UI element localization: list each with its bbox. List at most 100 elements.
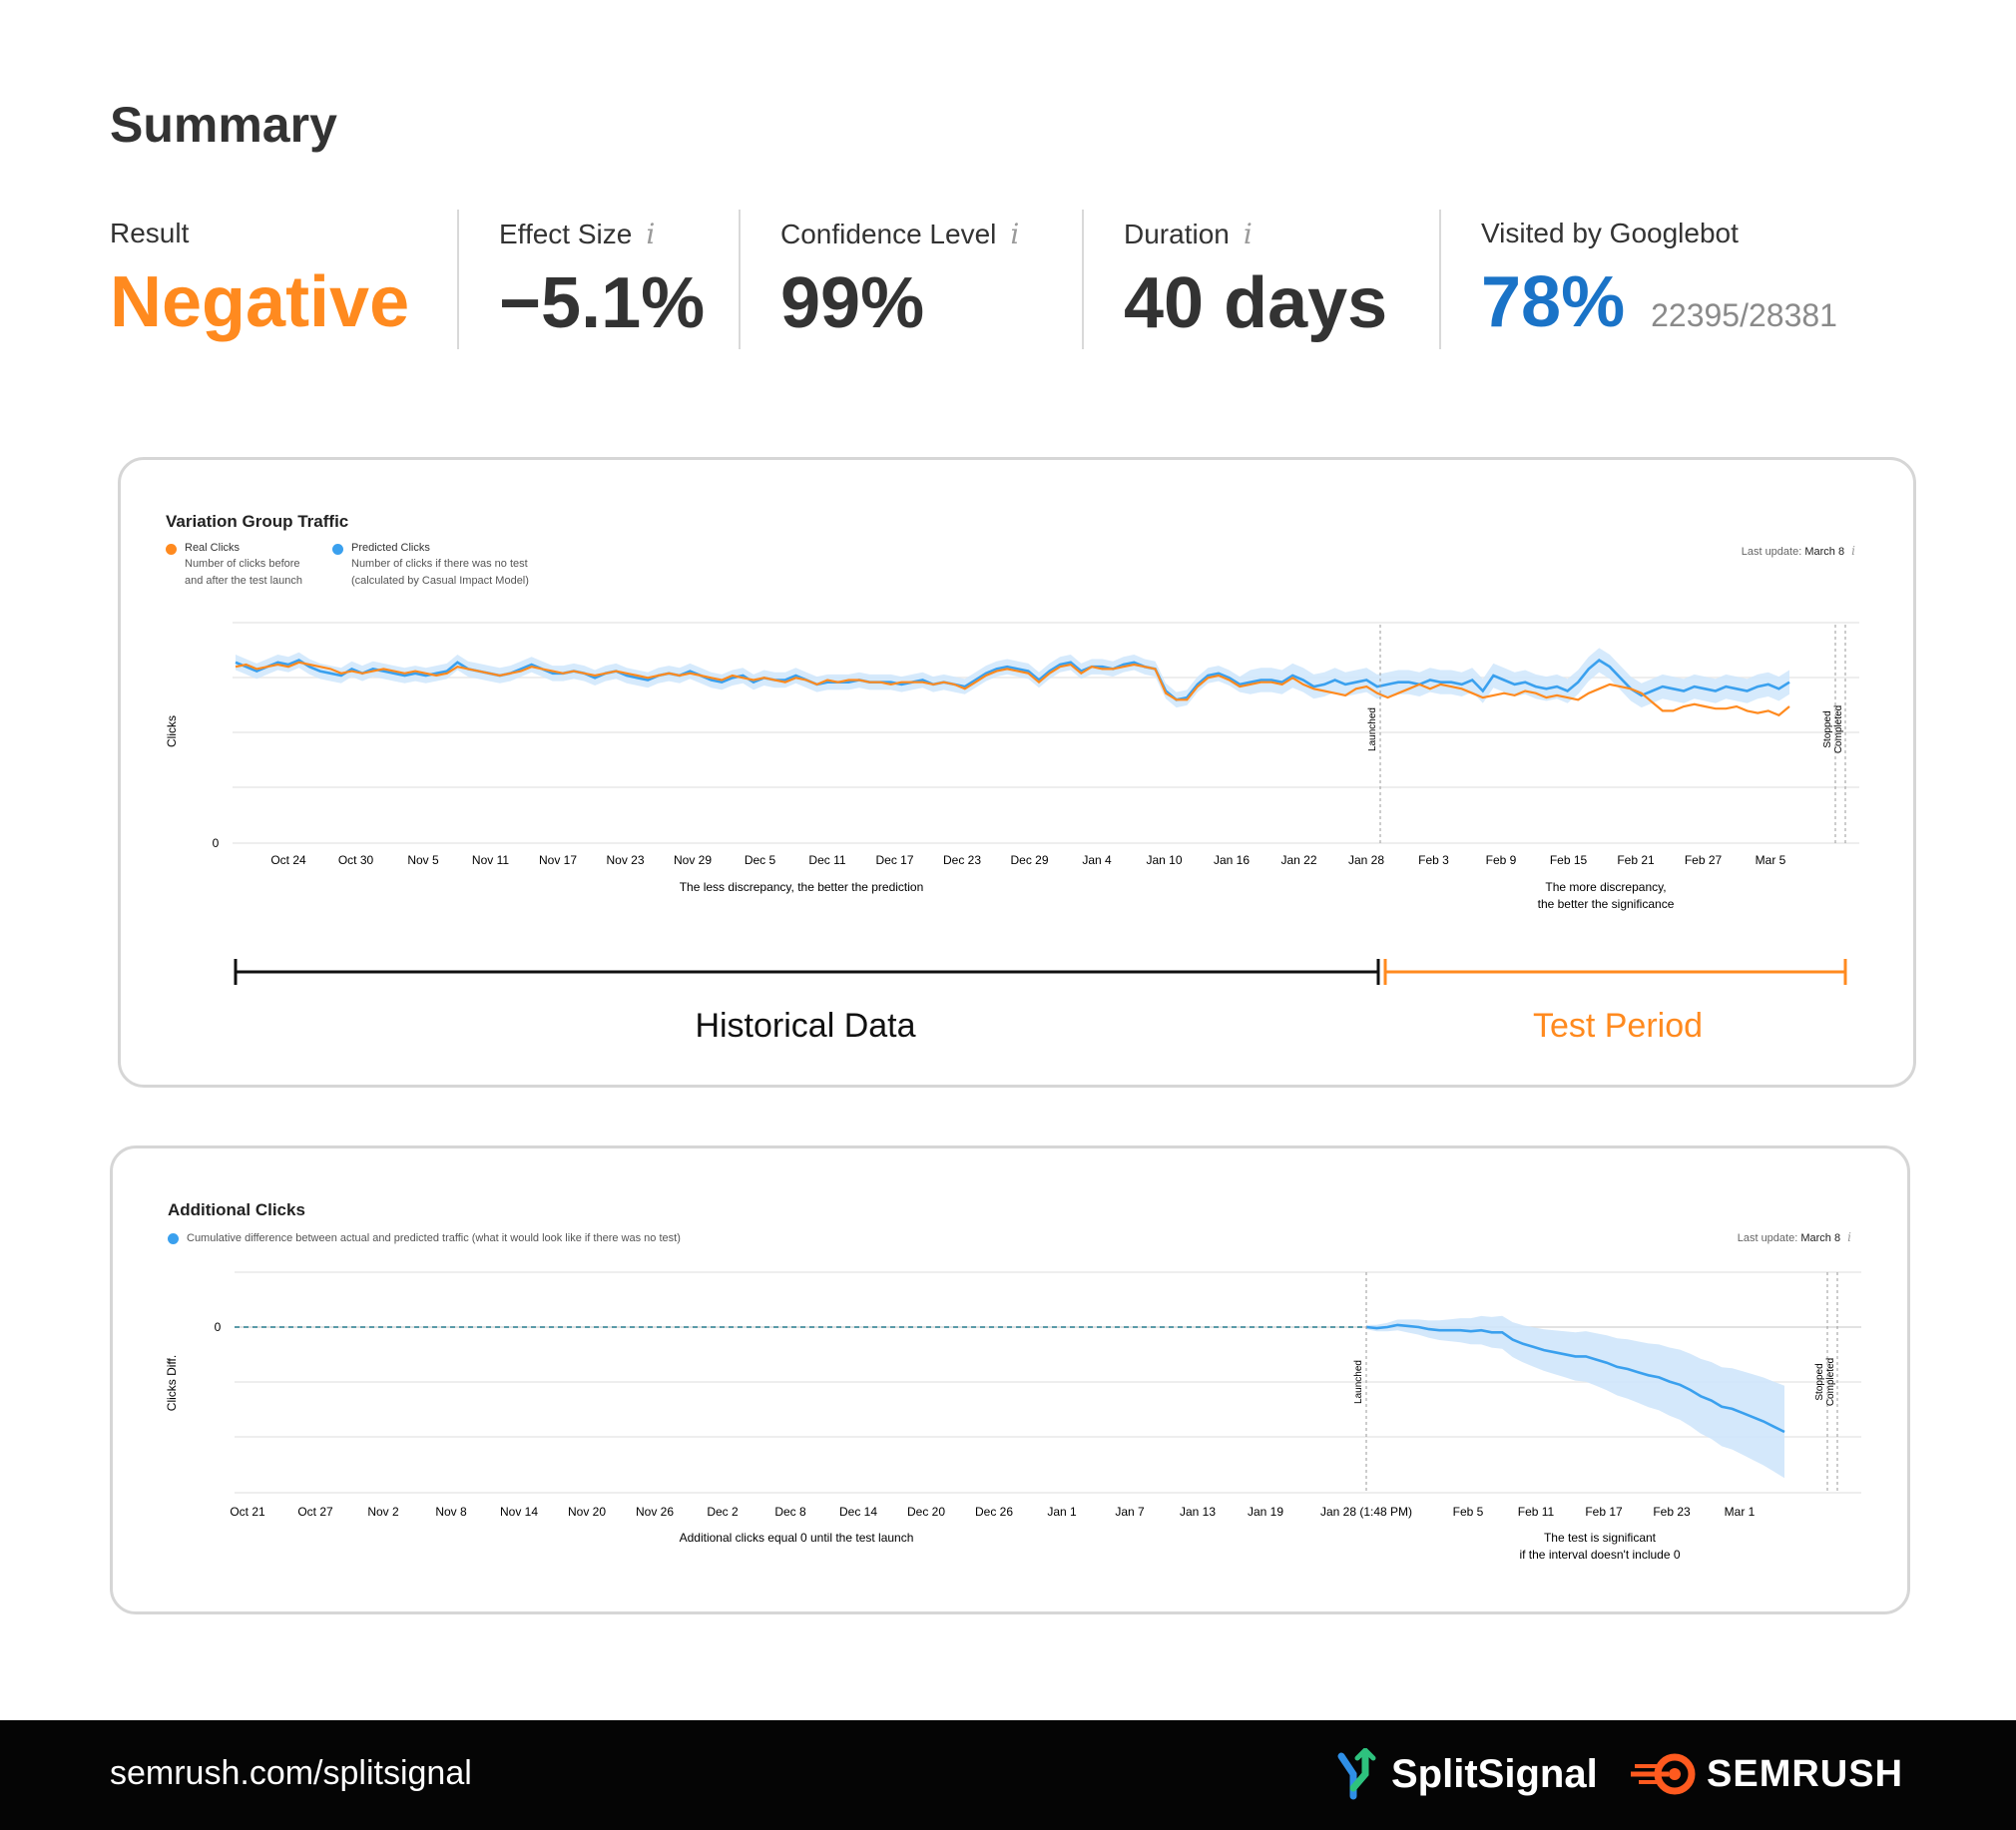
info-icon[interactable]: i [646, 218, 656, 250]
chart-note-right: the better the significance [1538, 897, 1675, 911]
confidence-interval-band [1366, 1315, 1784, 1479]
metric-value: 78% [1481, 262, 1626, 342]
metric-value: −5.1% [499, 263, 706, 343]
divider [457, 210, 459, 349]
divider [1082, 210, 1084, 349]
x-tick-label: Feb 9 [1486, 853, 1517, 867]
additional-clicks-svg: 0 Clicks Diff. Launched Stopped Complete… [165, 1271, 1861, 1562]
chart-title: Variation Group Traffic [166, 512, 349, 531]
test-period-bracket [1383, 959, 1847, 985]
chart-title: Additional Clicks [168, 1200, 305, 1219]
legend-desc: (calculated by Casual Impact Model) [351, 575, 529, 587]
semrush-flame-icon [1631, 1753, 1696, 1795]
x-tick-label: Oct 21 [230, 1505, 265, 1519]
cumulative-difference-line [1365, 1323, 1785, 1434]
traffic-chart-card: Variation Group Traffic Real Clicks Numb… [118, 457, 1916, 1088]
x-tick-label: Mar 1 [1725, 1505, 1756, 1519]
x-tick-label: Nov 11 [472, 853, 509, 867]
x-tick-label: Oct 27 [297, 1505, 333, 1519]
x-tick-label: Nov 20 [568, 1505, 606, 1519]
x-tick-label: Dec 2 [707, 1505, 739, 1519]
info-icon[interactable]: i [1243, 218, 1253, 250]
x-tick-label: Nov 8 [435, 1505, 467, 1519]
completed-label: Completed [1833, 705, 1844, 753]
legend-swatch [168, 1233, 179, 1244]
historical-data-label: Historical Data [695, 1007, 916, 1045]
x-axis-ticks: Oct 21 Oct 27 Nov 2 Nov 8 Nov 14 Nov 20 Nov 26… [230, 1505, 1755, 1519]
x-tick-label: Jan 10 [1146, 853, 1182, 867]
x-tick-label: Oct 24 [270, 853, 306, 867]
y-tick-zero: 0 [213, 836, 220, 850]
x-tick-label: Feb 3 [1418, 853, 1449, 867]
last-update-label: Last update: [1741, 546, 1802, 558]
legend-desc: Number of clicks before [185, 558, 300, 570]
info-icon[interactable]: i [1847, 1230, 1851, 1244]
y-axis-label: Clicks Diff. [165, 1355, 179, 1411]
x-tick-label: Nov 14 [500, 1505, 538, 1519]
splitsignal-wordmark: SplitSignal [1391, 1751, 1598, 1796]
x-axis-ticks: Oct 24 Oct 30 Nov 5 Nov 11 Nov 17 Nov 23 Nov 2… [270, 853, 1785, 867]
x-tick-label: Feb 21 [1617, 853, 1655, 867]
metric-label: Effect Size [499, 218, 633, 249]
metric-sub-value: 22395/28381 [1651, 297, 1837, 333]
legend-predicted-clicks: Predicted Clicks Number of clicks if the… [332, 542, 529, 590]
x-tick-label: Feb 15 [1550, 853, 1588, 867]
footer-url[interactable]: semrush.com/splitsignal [110, 1754, 472, 1792]
x-tick-label: Mar 5 [1756, 853, 1786, 867]
y-axis-label: Clicks [165, 715, 179, 747]
x-tick-label: Jan 16 [1214, 853, 1250, 867]
info-icon[interactable]: i [1010, 218, 1020, 250]
legend-desc: Cumulative difference between actual and… [187, 1232, 681, 1244]
historical-bracket [234, 959, 1380, 985]
x-tick-label: Nov 29 [674, 853, 712, 867]
metric-label: Duration [1124, 218, 1230, 249]
x-tick-label: Jan 28 [1348, 853, 1384, 867]
info-icon[interactable]: i [1851, 544, 1855, 558]
divider [1439, 210, 1441, 349]
chart-note-left: Additional clicks equal 0 until the test… [680, 1531, 914, 1545]
x-tick-label: Dec 29 [1010, 853, 1048, 867]
x-tick-label: Feb 23 [1653, 1505, 1691, 1519]
metric-confidence-level: Confidence Level i 99% [780, 218, 1019, 344]
x-tick-label: Dec 8 [774, 1505, 806, 1519]
x-tick-label: Dec 20 [907, 1505, 945, 1519]
chart-note-right: if the interval doesn't include 0 [1519, 1548, 1680, 1562]
metric-label: Confidence Level [780, 218, 997, 249]
legend-name: Real Clicks [185, 542, 241, 554]
x-tick-label: Feb 11 [1518, 1505, 1555, 1519]
x-tick-label: Jan 7 [1115, 1505, 1145, 1519]
additional-clicks-card: Additional Clicks Cumulative difference … [110, 1145, 1910, 1614]
legend-real-clicks: Real Clicks Number of clicks before and … [166, 542, 302, 590]
launched-label: Launched [1353, 1360, 1364, 1404]
last-update-value: March 8 [1800, 1232, 1841, 1244]
x-tick-label: Jan 4 [1082, 853, 1112, 867]
x-tick-label: Dec 17 [875, 853, 913, 867]
last-update-value: March 8 [1804, 546, 1845, 558]
page-title: Summary [110, 97, 337, 153]
semrush-wordmark: SEMRUSH [1707, 1752, 1904, 1795]
metric-duration: Duration i 40 days [1124, 218, 1387, 344]
legend-swatch [166, 544, 177, 555]
metric-googlebot: Visited by Googlebot 78% 22395/28381 [1481, 218, 1837, 343]
real-clicks-line [235, 661, 1790, 717]
x-tick-label: Dec 11 [808, 853, 845, 867]
x-tick-label: Jan 13 [1180, 1505, 1216, 1519]
legend-cumulative: Cumulative difference between actual and… [168, 1230, 681, 1247]
metric-label: Visited by Googlebot [1481, 218, 1739, 248]
last-update: Last update: March 8 i [1742, 544, 1855, 558]
last-update-label: Last update: [1737, 1232, 1798, 1244]
traffic-chart-svg: 0 Clicks Launched Stopped Completed Oct … [165, 622, 1859, 985]
legend-swatch [332, 544, 343, 555]
splitsignal-icon [1337, 1748, 1376, 1800]
legend-desc: Number of clicks if there was no test [351, 558, 528, 570]
x-tick-label: Dec 26 [975, 1505, 1013, 1519]
x-tick-label: Nov 26 [636, 1505, 674, 1519]
x-tick-label: Oct 30 [338, 853, 374, 867]
x-tick-label: Nov 2 [367, 1505, 399, 1519]
x-tick-label: Jan 19 [1248, 1505, 1283, 1519]
legend-desc: and after the test launch [185, 575, 303, 587]
metric-effect-size: Effect Size i −5.1% [499, 218, 705, 344]
chart-note-right: The test is significant [1544, 1531, 1657, 1545]
metric-value: Negative [110, 262, 410, 342]
metric-value: 40 days [1124, 263, 1388, 343]
